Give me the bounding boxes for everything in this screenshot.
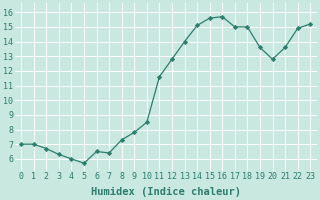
- X-axis label: Humidex (Indice chaleur): Humidex (Indice chaleur): [91, 186, 241, 197]
